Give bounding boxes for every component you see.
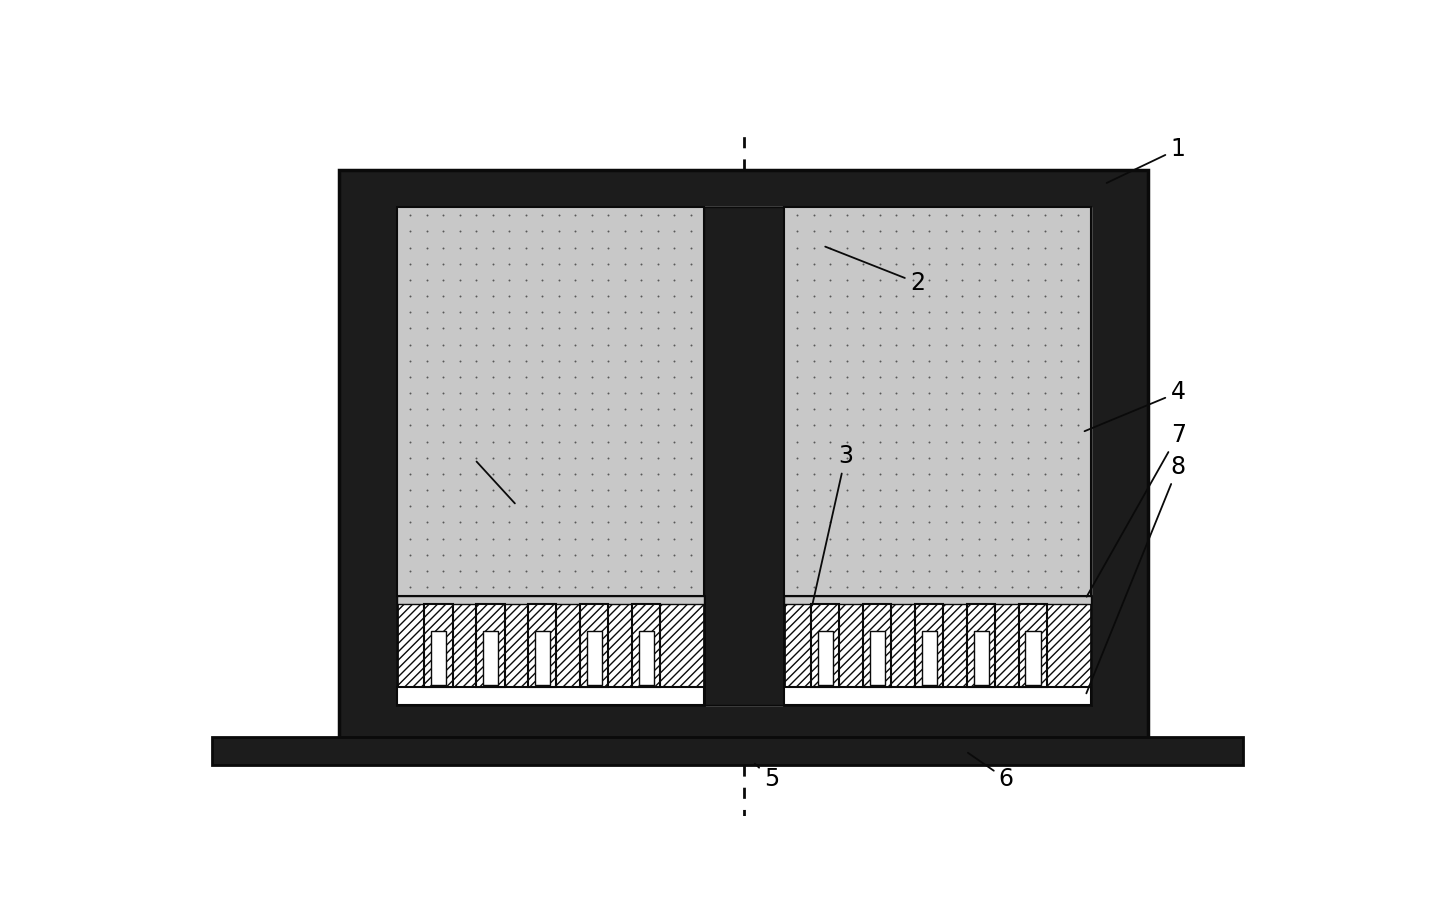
Bar	[974, 631, 988, 684]
Bar	[1025, 631, 1041, 684]
Text: 8: 8	[1087, 455, 1185, 693]
Bar	[704, 206, 784, 705]
Bar	[430, 631, 446, 684]
Text: 1: 1	[1107, 137, 1185, 183]
Bar	[398, 595, 704, 705]
Text: 6: 6	[968, 753, 1014, 791]
Text: 3: 3	[812, 444, 854, 605]
Bar	[915, 604, 944, 687]
Bar	[398, 206, 704, 595]
Bar	[212, 737, 1243, 766]
Bar	[869, 631, 885, 684]
Bar	[581, 604, 608, 687]
Bar	[398, 687, 704, 705]
Bar	[483, 631, 498, 684]
Bar	[639, 631, 654, 684]
Bar	[535, 631, 549, 684]
Bar	[784, 206, 1091, 595]
Text: 7: 7	[1087, 423, 1185, 597]
Bar	[339, 170, 1148, 742]
Bar	[586, 631, 602, 684]
Bar	[398, 206, 1091, 705]
Bar	[632, 604, 661, 687]
Bar	[1018, 604, 1047, 687]
Bar	[921, 631, 937, 684]
Bar	[784, 595, 1091, 705]
Bar	[528, 604, 556, 687]
Bar	[784, 595, 1091, 604]
Bar	[398, 595, 704, 604]
Text: 5: 5	[755, 764, 779, 791]
Text: 2: 2	[825, 247, 925, 295]
Bar	[784, 687, 1091, 705]
Bar	[967, 604, 995, 687]
Bar	[818, 631, 832, 684]
Text: 4: 4	[1084, 381, 1185, 431]
Bar	[811, 604, 839, 687]
Bar	[476, 604, 505, 687]
Bar	[862, 604, 891, 687]
Bar	[425, 604, 452, 687]
